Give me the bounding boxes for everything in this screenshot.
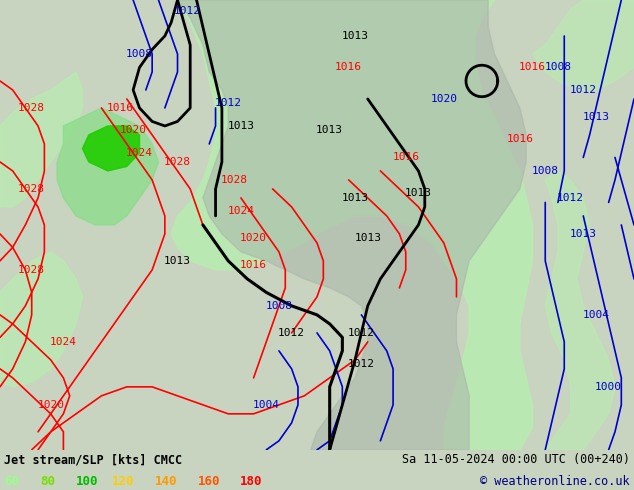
Text: 180: 180	[240, 475, 262, 489]
Text: 1012: 1012	[348, 328, 375, 338]
Text: Sa 11-05-2024 00:00 UTC (00+240): Sa 11-05-2024 00:00 UTC (00+240)	[402, 453, 630, 466]
Text: © weatheronline.co.uk: © weatheronline.co.uk	[481, 475, 630, 489]
Text: 1008: 1008	[266, 301, 292, 311]
Text: 1028: 1028	[221, 175, 248, 185]
Text: 1008: 1008	[126, 49, 153, 59]
Text: 1028: 1028	[18, 265, 45, 275]
Text: 1012: 1012	[278, 328, 305, 338]
Text: 1012: 1012	[215, 98, 242, 108]
Text: 120: 120	[112, 475, 134, 489]
Text: 1024: 1024	[126, 148, 153, 158]
Text: 1012: 1012	[174, 6, 200, 16]
Text: 1016: 1016	[519, 62, 546, 73]
Text: 1008: 1008	[532, 166, 559, 176]
Text: 1004: 1004	[253, 400, 280, 410]
Text: 1016: 1016	[240, 260, 267, 270]
Text: 1020: 1020	[240, 233, 267, 244]
Text: 1013: 1013	[405, 189, 432, 198]
Text: 1020: 1020	[430, 94, 457, 104]
Text: 1013: 1013	[342, 31, 368, 41]
Text: 1013: 1013	[570, 229, 597, 239]
Text: 1016: 1016	[107, 103, 134, 113]
Text: 60: 60	[4, 475, 19, 489]
Text: 100: 100	[76, 475, 98, 489]
Text: 1013: 1013	[342, 193, 368, 203]
Text: 1013: 1013	[228, 121, 254, 131]
Text: 1012: 1012	[348, 359, 375, 369]
Text: 1020: 1020	[37, 400, 64, 410]
Text: 1024: 1024	[50, 337, 77, 347]
Text: 1012: 1012	[557, 193, 584, 203]
Polygon shape	[0, 72, 82, 207]
Text: 1008: 1008	[545, 62, 571, 73]
Text: 1020: 1020	[120, 125, 146, 135]
Text: 1028: 1028	[18, 103, 45, 113]
Polygon shape	[0, 252, 82, 387]
Polygon shape	[178, 0, 526, 450]
Text: 1024: 1024	[228, 206, 254, 217]
Polygon shape	[82, 126, 139, 171]
Text: 1028: 1028	[18, 184, 45, 194]
Polygon shape	[545, 171, 615, 450]
Text: Jet stream/SLP [kts] CMCC: Jet stream/SLP [kts] CMCC	[4, 453, 182, 466]
Text: 1013: 1013	[316, 125, 343, 135]
Text: 1013: 1013	[583, 112, 609, 122]
Polygon shape	[171, 0, 533, 450]
Text: 140: 140	[155, 475, 178, 489]
Text: 1013: 1013	[164, 256, 191, 266]
Text: 1016: 1016	[507, 134, 533, 145]
Text: 1016: 1016	[392, 152, 419, 163]
Text: 1013: 1013	[354, 233, 381, 244]
Text: 80: 80	[40, 475, 55, 489]
Text: 160: 160	[198, 475, 221, 489]
Text: 1004: 1004	[583, 310, 609, 320]
Polygon shape	[57, 108, 158, 225]
Text: 1016: 1016	[335, 62, 362, 73]
Polygon shape	[533, 0, 634, 90]
Text: 1012: 1012	[570, 85, 597, 95]
Text: 1028: 1028	[164, 157, 191, 167]
Text: 1000: 1000	[595, 382, 622, 392]
